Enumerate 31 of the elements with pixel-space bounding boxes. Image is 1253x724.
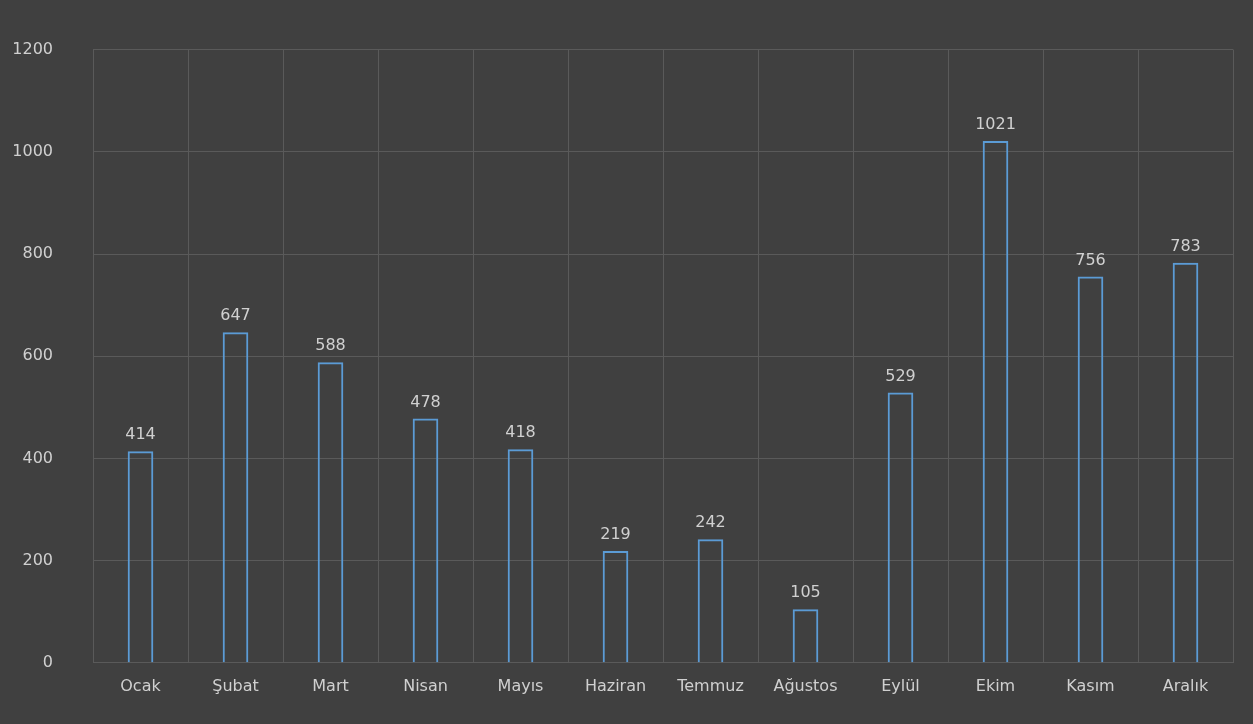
data-label: 647	[220, 305, 251, 325]
y-tick-label: 1200	[12, 38, 53, 58]
data-label: 242	[695, 512, 726, 532]
data-label: 756	[1075, 249, 1106, 269]
data-label: 414	[125, 424, 156, 444]
x-tick-label: Şubat	[212, 675, 259, 695]
y-tick-label: 400	[22, 447, 53, 467]
data-label: 1021	[975, 114, 1016, 134]
x-tick-label: Mart	[312, 675, 349, 695]
data-label: 588	[315, 335, 346, 355]
x-tick-label: Temmuz	[676, 675, 744, 695]
data-label: 478	[410, 391, 441, 411]
data-label: 529	[885, 365, 916, 385]
data-label: 219	[600, 524, 631, 544]
data-label: 105	[790, 582, 821, 602]
data-label: 783	[1170, 235, 1201, 255]
data-label: 418	[505, 422, 536, 442]
y-tick-label: 0	[42, 651, 53, 671]
y-tick-label: 1000	[12, 140, 53, 160]
x-tick-label: Aralık	[1162, 675, 1209, 695]
y-tick-label: 800	[22, 243, 53, 263]
x-tick-label: Kasım	[1066, 675, 1115, 695]
y-tick-label: 600	[22, 345, 53, 365]
x-tick-label: Eylül	[881, 675, 920, 695]
y-tick-label: 200	[22, 549, 53, 569]
x-tick-label: Ocak	[120, 675, 162, 695]
x-tick-label: Nisan	[403, 675, 448, 695]
x-tick-label: Ekim	[975, 675, 1016, 695]
x-tick-label: Haziran	[584, 675, 647, 695]
x-tick-label: Mayıs	[497, 675, 544, 695]
x-tick-label: Ağustos	[773, 675, 838, 695]
